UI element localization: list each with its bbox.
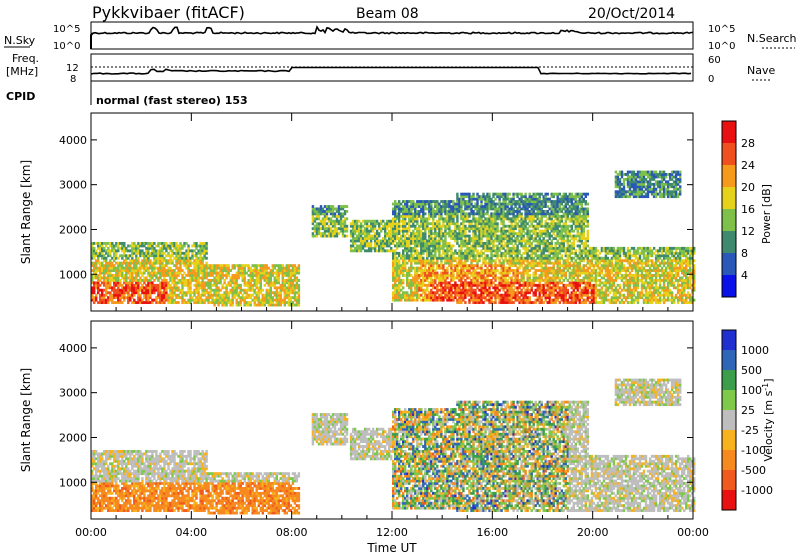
nsky-series: [92, 25, 693, 35]
power-colorbar-swatch: [722, 121, 736, 144]
nave-tick-bottom: 0: [708, 74, 714, 85]
velocity-colorbar-tick: 100: [741, 384, 762, 397]
nsky-label: N.Sky: [4, 34, 36, 47]
power-colorbar-tick: 28: [741, 137, 755, 150]
power-colorbar-tick: 4: [741, 269, 748, 282]
x-tick-label: 04:00: [175, 526, 207, 539]
freq-tick-top: 12: [66, 63, 79, 74]
velocity-colorbar-label: Velocity [m s-1]: [761, 378, 775, 461]
beam-title: Beam 08: [356, 6, 419, 22]
velocity-colorbar-tick: -25: [741, 424, 759, 437]
velocity-colorbar-tick: -500: [741, 464, 766, 477]
power-colorbar-swatch: [722, 143, 736, 166]
nsky-tick-top: 10^5: [53, 24, 80, 35]
nsearch-label: N.Search: [747, 32, 797, 45]
velocity-colorbar-swatch: [722, 390, 736, 411]
power-colorbar-swatch: [722, 231, 736, 254]
velocity-colorbar-swatch: [722, 370, 736, 391]
power-colorbar-tick: 12: [741, 225, 755, 238]
velocity-colorbar: 1000 500 100 25 -25 -100 -500 -1000: [721, 329, 773, 511]
y-tick-label: 2000: [59, 223, 87, 236]
nave-tick-top: 60: [708, 55, 721, 66]
power-colorbar-tick: 20: [741, 181, 755, 194]
nsky-panel: [90, 21, 694, 50]
velocity-echoes: [91, 378, 696, 515]
x-tick-label: 16:00: [476, 526, 508, 539]
freq-tick-bottom: 8: [70, 74, 76, 85]
power-colorbar-tick: 16: [741, 203, 755, 216]
power-colorbar-swatch: [722, 187, 736, 210]
freq-label: Freq.: [12, 52, 39, 65]
nsky-tick-bottom: 10^0: [53, 41, 80, 52]
cpid-text: normal (fast stereo) 153: [96, 94, 248, 107]
velocity-colorbar-tick: 25: [741, 404, 755, 417]
x-axis-label: Time UT: [366, 541, 417, 554]
power-colorbar-tick: 24: [741, 159, 755, 172]
cpid-label: CPID: [6, 90, 35, 103]
power-colorbar-swatch: [722, 165, 736, 188]
velocity-colorbar-tick: 1000: [741, 344, 769, 357]
freq-panel: [90, 53, 694, 82]
velocity-colorbar-swatch: [722, 470, 736, 491]
y-tick-label: 4000: [59, 342, 87, 355]
nave-label: Nave: [747, 64, 775, 77]
power-echoes: [91, 170, 696, 307]
y-tick-label: 3000: [59, 387, 87, 400]
freq-series: [90, 66, 692, 75]
velocity-colorbar-swatch: [722, 330, 736, 351]
power-colorbar-swatch: [722, 275, 736, 298]
velocity-ylabel: Slant Range [km]: [19, 368, 33, 472]
power-colorbar-tick: 8: [741, 247, 748, 260]
y-tick-label: 1000: [59, 476, 87, 489]
date-title: 20/Oct/2014: [588, 6, 675, 22]
velocity-colorbar-swatch: [722, 490, 736, 511]
power-colorbar-swatch: [722, 209, 736, 232]
x-tick-label: 20:00: [577, 526, 609, 539]
x-tick-label: 00:00: [677, 526, 709, 539]
nsearch-tick-top: 10^5: [708, 24, 735, 35]
y-tick-label: 1000: [59, 268, 87, 281]
power-colorbar: 28 24 20 16 12 8 4: [721, 120, 755, 298]
velocity-colorbar-swatch: [722, 430, 736, 451]
velocity-colorbar-swatch: [722, 410, 736, 431]
y-tick-label: 3000: [59, 179, 87, 192]
power-colorbar-swatch: [722, 253, 736, 276]
y-tick-label: 2000: [59, 431, 87, 444]
y-tick-label: 4000: [59, 134, 87, 147]
radar-title: Pykkvibaer (fitACF): [92, 3, 245, 22]
x-tick-label: 08:00: [276, 526, 308, 539]
velocity-panel: 1000 2000 3000 4000: [59, 320, 696, 520]
x-axis: 00:00 04:00 08:00 12:00 16:00 20:00 00:00: [75, 113, 709, 539]
velocity-colorbar-tick: -100: [741, 444, 766, 457]
power-panel: 1000 2000 3000 4000: [59, 112, 696, 312]
freq-unit-label: [MHz]: [6, 65, 38, 78]
power-ylabel: Slant Range [km]: [19, 160, 33, 264]
velocity-colorbar-swatch: [722, 450, 736, 471]
x-tick-label: 12:00: [376, 526, 408, 539]
velocity-colorbar-swatch: [722, 350, 736, 371]
nsearch-tick-bottom: 10^0: [708, 41, 735, 52]
x-tick-label: 00:00: [75, 526, 107, 539]
velocity-colorbar-tick: 500: [741, 364, 762, 377]
power-colorbar-label: Power [dB]: [760, 184, 773, 244]
velocity-colorbar-tick: -1000: [741, 484, 773, 497]
